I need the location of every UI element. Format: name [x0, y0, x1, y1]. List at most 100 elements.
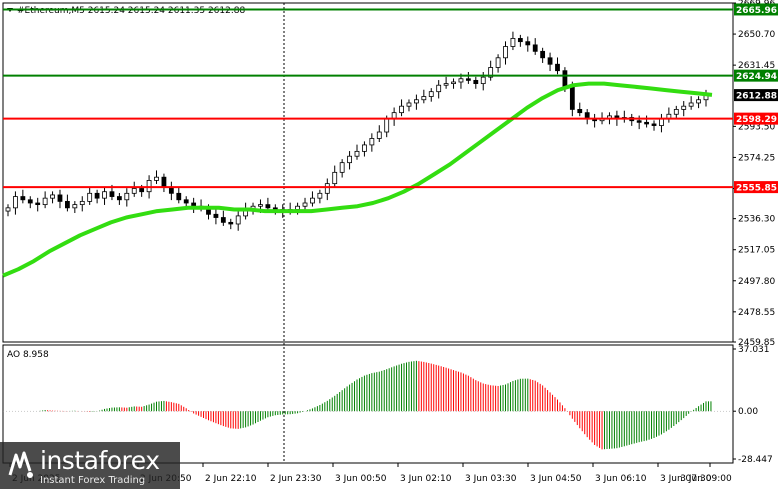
price-axis-label: 2497.80 — [738, 277, 775, 287]
level-tag-resistance-upper — [734, 69, 778, 82]
bull-candle — [310, 197, 315, 204]
bear-candle — [139, 188, 145, 193]
bull-candle — [451, 81, 456, 85]
bull-candle — [295, 205, 300, 210]
bear-candle — [213, 213, 219, 218]
time-axis-label: 2 Jun 22:10 — [205, 474, 257, 484]
bull-candle — [154, 176, 159, 181]
bull-candle — [495, 57, 501, 68]
bear-candle — [161, 176, 167, 188]
bull-candle — [673, 109, 679, 115]
price-axis-label: 2574.25 — [738, 153, 775, 163]
bear-candle — [644, 121, 649, 125]
bear-candle — [57, 194, 63, 202]
ao-axis-label: 0.00 — [738, 407, 758, 417]
time-axis-label: 3 Jun 06:10 — [595, 474, 647, 484]
ao-axis-label: -28.447 — [738, 455, 773, 465]
bear-candle — [27, 199, 33, 204]
time-axis-label: 3 Jun 00:50 — [335, 474, 387, 484]
price-axis-label: 2631.45 — [738, 61, 775, 71]
bear-candle — [94, 192, 100, 199]
bear-candle — [176, 192, 182, 201]
bull-candle — [258, 204, 263, 207]
price-axis-label: 2593.50 — [738, 122, 775, 132]
bear-candle — [220, 217, 226, 223]
bear-candle — [183, 199, 189, 204]
chart-header-text: #Ethereum,M5 2615.24 2615.24 2611.35 261… — [17, 6, 245, 16]
bull-candle — [688, 102, 694, 107]
bull-candle — [124, 192, 130, 201]
time-axis-label: 3 Jun 03:30 — [465, 474, 517, 484]
bull-candle — [146, 180, 152, 193]
bear-candle — [577, 109, 583, 114]
bear-candle — [651, 123, 657, 126]
level-tag-value-support-lower: 2555.85 — [736, 184, 777, 194]
time-axis-label: 3 Jun 02:10 — [400, 474, 452, 484]
main-chart-frame — [2, 2, 734, 343]
level-tag-value-resistance-top: 2665.96 — [736, 6, 777, 16]
bull-candle — [302, 202, 308, 207]
bull-candle — [354, 150, 360, 157]
bull-candle — [510, 38, 516, 47]
instaforex-logo-icon — [8, 451, 33, 478]
bear-candle — [35, 202, 41, 206]
brand-name: instaforex — [40, 446, 160, 475]
bull-candle — [87, 192, 93, 202]
bear-candle — [20, 196, 26, 201]
bear-candle — [525, 41, 531, 46]
bear-candle — [116, 196, 122, 201]
level-tag-value-support-upper: 2598.29 — [736, 115, 777, 125]
level-tag-value-resistance-upper: 2624.94 — [736, 72, 777, 82]
bull-candle — [332, 171, 338, 185]
bull-candle — [362, 144, 367, 152]
bull-candle — [503, 46, 508, 59]
price-axis-label: 2478.55 — [738, 308, 775, 318]
bull-candle — [13, 196, 18, 209]
bear-candle — [555, 63, 560, 72]
bull-candle — [317, 192, 323, 199]
bull-candle — [443, 83, 449, 86]
bear-candle — [109, 191, 115, 197]
bull-candle — [414, 99, 419, 104]
bear-candle — [191, 202, 197, 207]
moving-average-line — [2, 81, 713, 278]
ao-axis-label: 37.031 — [738, 345, 770, 355]
bull-candle — [428, 91, 434, 97]
bear-candle — [265, 204, 271, 209]
level-tag-support-lower — [734, 181, 778, 194]
bear-candle — [228, 221, 234, 225]
time-axis-label: 3 Jun 07:30 — [660, 474, 712, 484]
time-axis-label: 3 Jun 09:00 — [680, 474, 732, 484]
bull-candle — [436, 84, 442, 93]
bear-candle — [636, 120, 642, 123]
level-tag-resistance-top — [734, 3, 778, 16]
bear-candle — [65, 200, 70, 209]
ao-label: AO 8.958 — [7, 350, 49, 360]
bull-candle — [50, 194, 55, 199]
bull-candle — [102, 191, 107, 199]
level-tag-value-current-price: 2612.88 — [736, 92, 777, 102]
bear-candle — [473, 79, 479, 85]
level-tag-current-price — [734, 89, 778, 102]
bear-candle — [562, 70, 568, 88]
price-axis-label: 2650.70 — [738, 30, 775, 40]
bear-candle — [532, 44, 538, 52]
brand-tagline: Instant Forex Trading — [40, 475, 146, 486]
bull-candle — [339, 162, 345, 173]
bull-candle — [488, 67, 494, 78]
bull-candle — [347, 155, 352, 164]
bull-candle — [696, 99, 701, 104]
bull-candle — [369, 138, 375, 146]
bear-candle — [517, 38, 523, 43]
bull-candle — [324, 183, 330, 194]
bull-candle — [480, 76, 486, 85]
time-axis-label: 3 Jun 04:50 — [530, 474, 582, 484]
bull-candle — [681, 105, 687, 110]
level-tag-support-upper — [734, 112, 778, 125]
bull-candle — [235, 215, 241, 225]
price-axis-label: 2517.05 — [738, 246, 775, 256]
bull-candle — [406, 102, 412, 107]
bear-candle — [569, 86, 575, 110]
bull-candle — [131, 188, 137, 194]
